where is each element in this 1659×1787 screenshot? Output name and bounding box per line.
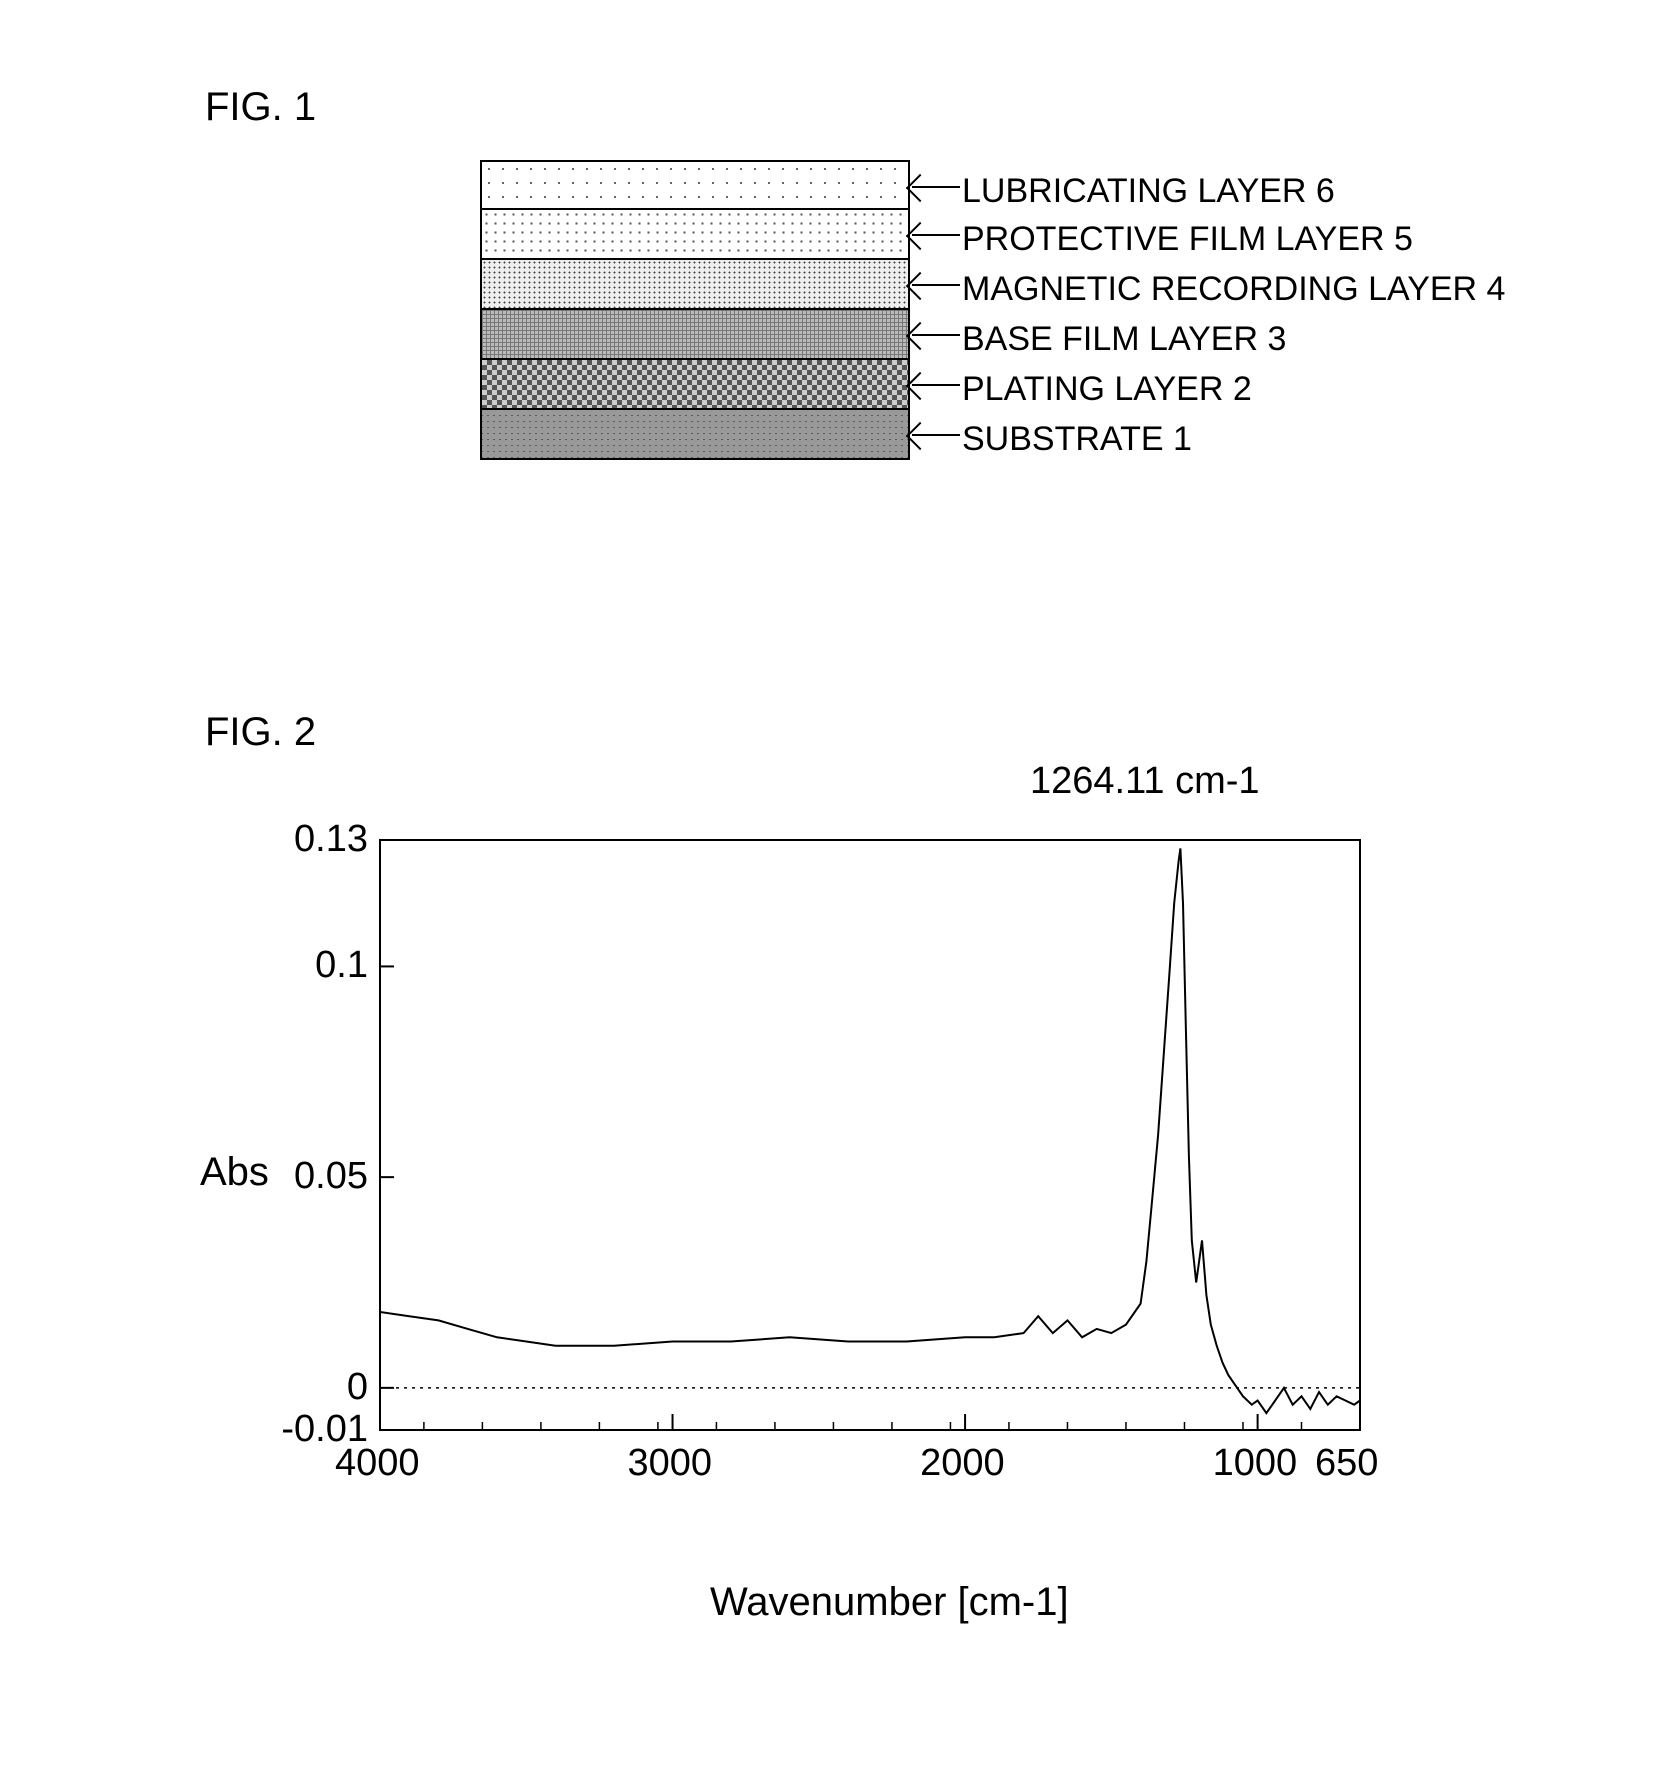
peak-annotation: 1264.11 cm-1 [1030,760,1260,803]
figure-1-label: FIG. 1 [205,85,316,130]
leader-line [912,384,960,386]
layer-label: BASE FILM LAYER 3 [962,320,1286,359]
x-tick-label: 1000 [1213,1442,1298,1485]
y-tick-label: 0.1 [315,944,368,987]
layer-label: PLATING LAYER 2 [962,370,1252,409]
y-axis-label: Abs [200,1150,269,1195]
layer-row: PLATING LAYER 2 [480,360,910,410]
x-tick-label: 650 [1315,1442,1378,1485]
layer-label: LUBRICATING LAYER 6 [962,172,1335,211]
layer-row: BASE FILM LAYER 3 [480,310,910,360]
x-tick-label: 4000 [335,1442,420,1485]
y-tick-label: 0 [347,1366,368,1409]
x-tick-label: 2000 [920,1442,1005,1485]
y-tick-label: 0.13 [294,818,368,861]
leader-line [912,234,960,236]
leader-line [912,284,960,286]
figure-2-label: FIG. 2 [205,710,316,755]
layer-label: SUBSTRATE 1 [962,420,1192,459]
layer-row: PROTECTIVE FILM LAYER 5 [480,210,910,260]
leader-line [912,334,960,336]
y-tick-label: 0.05 [294,1155,368,1198]
leader-line [912,434,960,436]
layer-row: LUBRICATING LAYER 6 [480,160,910,210]
x-axis-label: Wavenumber [cm-1] [710,1580,1069,1625]
chart-svg [240,810,1390,1510]
layer-row: MAGNETIC RECORDING LAYER 4 [480,260,910,310]
ir-spectrum-chart: 1264.11 cm-1 Abs Wavenumber [cm-1] -0.01… [240,810,1390,1510]
layer-label: MAGNETIC RECORDING LAYER 4 [962,270,1505,309]
layer-stack-diagram: LUBRICATING LAYER 6PROTECTIVE FILM LAYER… [480,160,910,460]
layer-label: PROTECTIVE FILM LAYER 5 [962,220,1413,259]
leader-line [912,186,960,188]
layer-row: SUBSTRATE 1 [480,410,910,460]
x-tick-label: 3000 [628,1442,713,1485]
